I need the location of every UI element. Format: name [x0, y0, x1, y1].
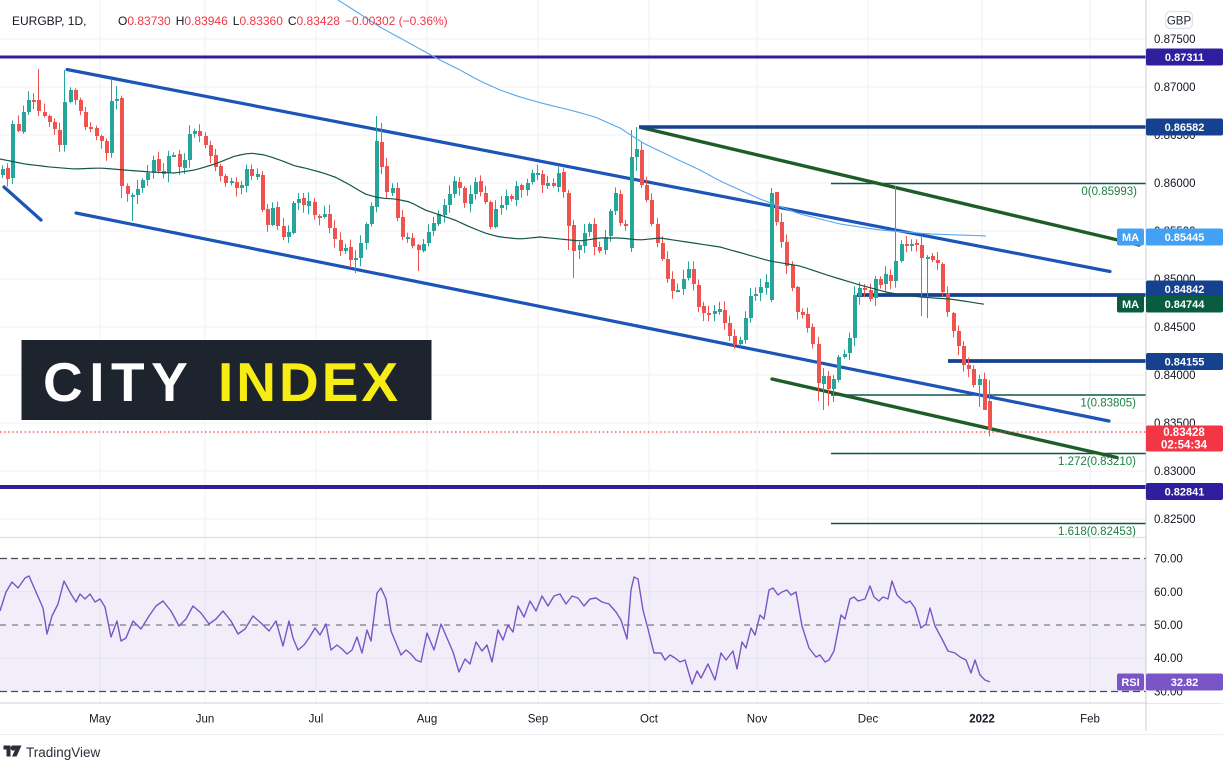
svg-text:Feb: Feb — [1080, 714, 1100, 726]
svg-text:50.00: 50.00 — [1154, 620, 1183, 632]
svg-text:60.00: 60.00 — [1154, 587, 1183, 599]
svg-text:0.84000: 0.84000 — [1154, 370, 1196, 382]
svg-text:MA: MA — [1122, 232, 1139, 244]
svg-text:0.87000: 0.87000 — [1154, 82, 1196, 94]
svg-text:0.83428: 0.83428 — [1163, 427, 1205, 439]
svg-text:Oct: Oct — [640, 714, 659, 726]
svg-text:Jun: Jun — [196, 714, 215, 726]
svg-text:02:54:34: 02:54:34 — [1161, 440, 1208, 452]
svg-text:40.00: 40.00 — [1154, 653, 1183, 665]
svg-text:0.86582: 0.86582 — [1165, 122, 1205, 134]
svg-text:1(0.83805): 1(0.83805) — [1080, 398, 1136, 410]
svg-text:0.84744: 0.84744 — [1165, 299, 1206, 311]
svg-text:0.84842: 0.84842 — [1165, 284, 1205, 296]
svg-text:RSI: RSI — [1121, 677, 1139, 689]
svg-text:TradingView: TradingView — [26, 745, 101, 760]
svg-text:Aug: Aug — [417, 714, 437, 726]
svg-text:0.86000: 0.86000 — [1154, 178, 1196, 190]
svg-text:0.85445: 0.85445 — [1165, 232, 1205, 244]
svg-text:0.82500: 0.82500 — [1154, 514, 1196, 526]
svg-text:1.272(0.83210): 1.272(0.83210) — [1058, 456, 1136, 468]
svg-text:1.618(0.82453): 1.618(0.82453) — [1058, 526, 1136, 538]
svg-text:70.00: 70.00 — [1154, 554, 1183, 566]
svg-text:0.84500: 0.84500 — [1154, 322, 1196, 334]
svg-text:0.82841: 0.82841 — [1165, 487, 1205, 499]
svg-text:2022: 2022 — [969, 714, 995, 726]
svg-text:Nov: Nov — [747, 714, 768, 726]
svg-text:Dec: Dec — [858, 714, 879, 726]
svg-text:0.87500: 0.87500 — [1154, 34, 1196, 46]
svg-text:Jul: Jul — [309, 714, 324, 726]
svg-text:32.82: 32.82 — [1171, 677, 1199, 689]
svg-text:Sep: Sep — [528, 714, 548, 726]
svg-text:0.83000: 0.83000 — [1154, 466, 1196, 478]
svg-text:May: May — [89, 714, 111, 726]
svg-text:0(0.85993): 0(0.85993) — [1081, 186, 1137, 198]
svg-text:MA: MA — [1122, 299, 1139, 311]
svg-text:0.87311: 0.87311 — [1165, 52, 1204, 64]
svg-text:0.84155: 0.84155 — [1165, 357, 1205, 369]
svg-text:GBP: GBP — [1167, 16, 1192, 28]
